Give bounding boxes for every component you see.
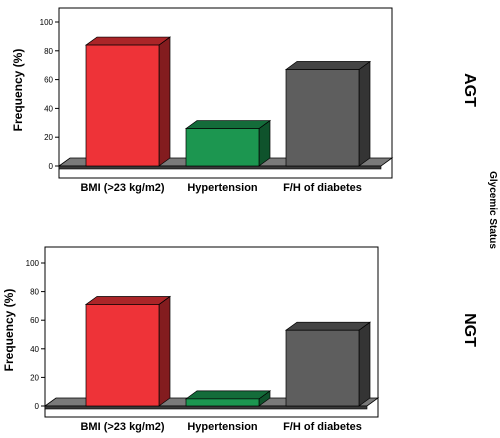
bar-top [284,61,372,70]
y-tick-label: 60 [44,76,53,85]
bar-front [285,69,360,167]
bar-top [184,390,272,400]
y-axis-label: Frequency (%) [11,49,25,132]
bar-side [358,60,371,167]
bar-top [84,296,172,305]
bar-side [158,36,171,167]
bar-top [184,120,272,129]
bar-front [285,329,360,407]
y-tick-label: 80 [30,288,39,297]
y-tick-label: 100 [26,259,40,268]
x-category-label: BMI (>23 kg/m2) [80,182,164,194]
x-category-label: Hypertension [187,182,258,194]
bars [84,295,372,407]
bars [84,36,372,167]
y-tick-label: 0 [49,162,54,171]
x-category-label: F/H of diabetes [283,182,362,194]
x-category-label: BMI (>23 kg/m2) [80,421,164,433]
y-tick-label: 0 [35,402,40,411]
bar-front [185,128,260,167]
y-tick-label: 40 [30,345,39,354]
y-tick-label: 20 [44,133,53,142]
bar [84,36,172,167]
y-axis: 0 20 40 60 80 100 [26,259,46,411]
bar [184,390,272,407]
y-axis-label: Frequency (%) [2,289,16,372]
x-category-label: F/H of diabetes [283,421,362,433]
floor-front [44,405,368,410]
bar-top [284,321,372,331]
x-axis-labels: BMI (>23 kg/m2) Hypertension F/H of diabet… [80,182,361,194]
bar [284,60,372,167]
x-axis-labels: BMI (>23 kg/m2) Hypertension F/H of diabet… [80,421,361,433]
y-tick-label: 60 [30,316,39,325]
bar-side [158,295,171,407]
bar-front [85,304,160,407]
chart-agt: 0 20 40 60 80 100 BMI (>23 kg/m2) Hypertension… [11,7,478,194]
x-category-label: Hypertension [187,421,258,433]
floor-front [58,165,382,170]
glycemic-status-label: Glycemic Status [487,171,498,249]
bar-top [84,36,172,46]
y-tick-label: 100 [40,18,54,27]
panel-label-agt: AGT [461,73,478,107]
bar [84,295,172,407]
chart-ngt: 0 20 40 60 80 100 BMI (>23 kg/m2) Hypertension… [2,246,478,433]
y-tick-label: 20 [30,373,39,382]
y-tick-label: 80 [44,47,53,56]
bar-front [85,44,160,167]
panel-label-ngt: NGT [461,313,478,347]
bar [184,119,272,167]
y-tick-label: 40 [44,104,53,113]
bar-side [358,321,371,407]
bar [284,321,372,407]
bar-front [185,398,260,407]
y-axis: 0 20 40 60 80 100 [40,18,60,171]
